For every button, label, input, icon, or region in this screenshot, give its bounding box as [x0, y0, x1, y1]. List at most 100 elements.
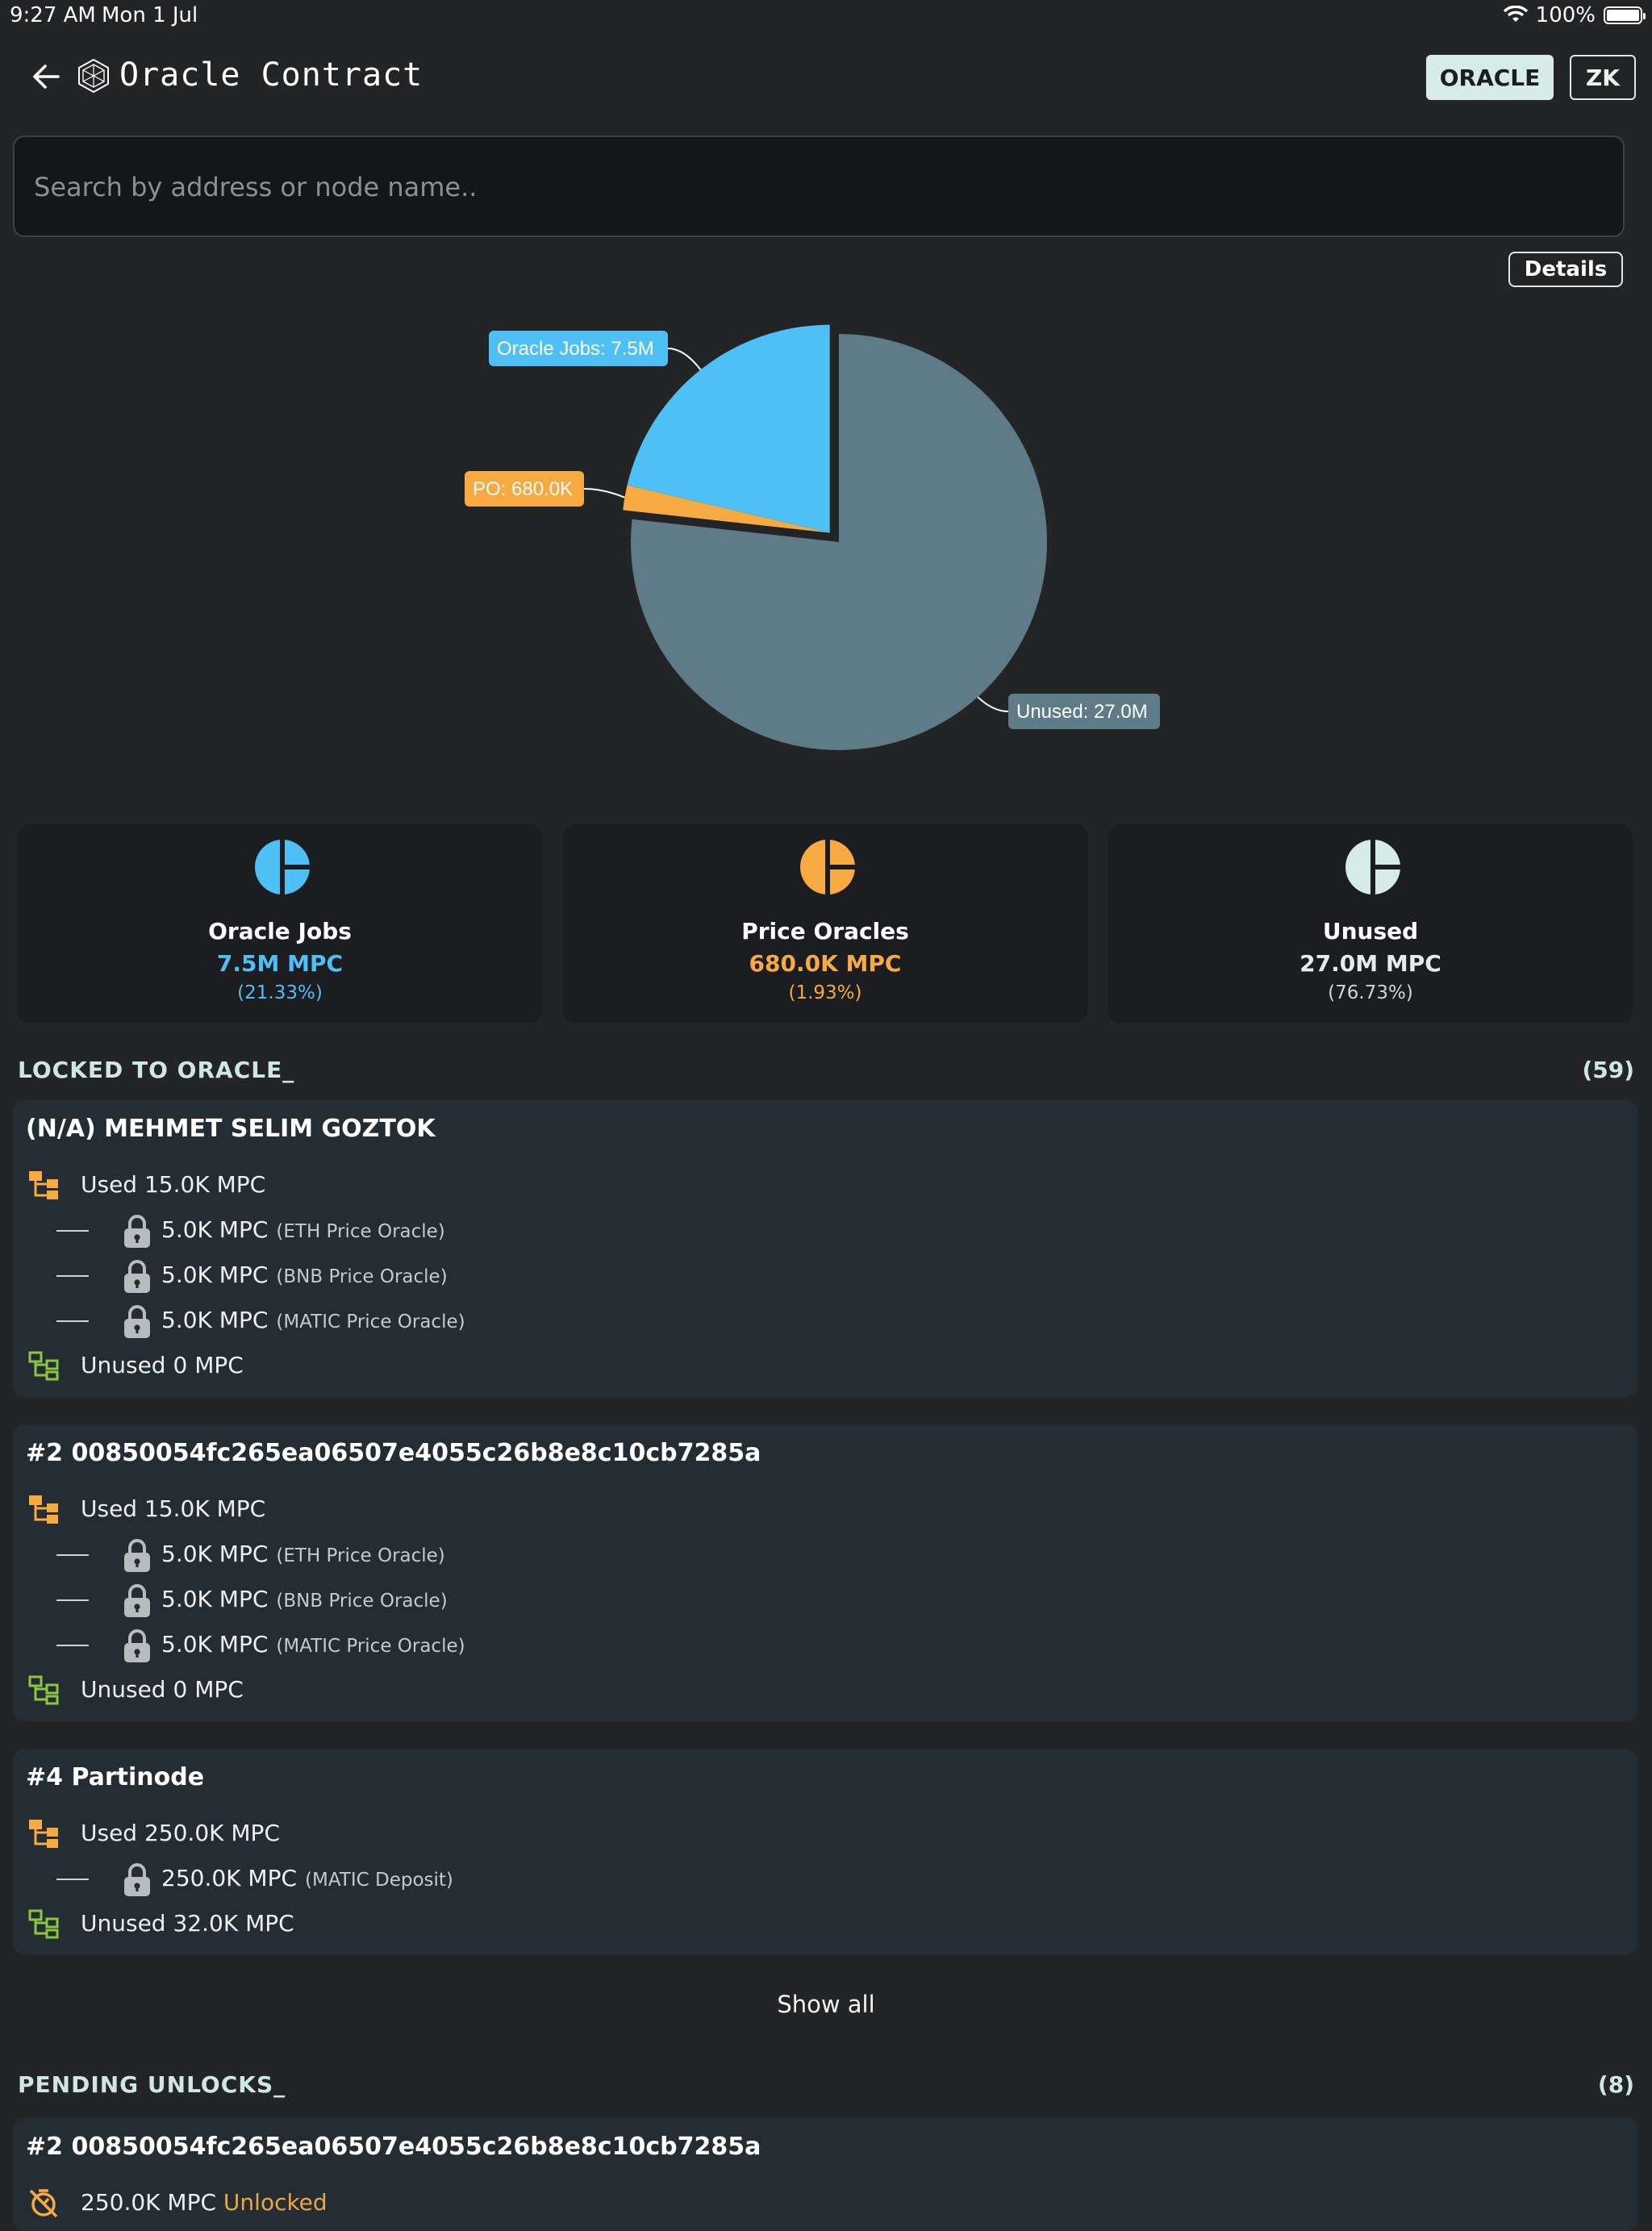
lock-label: (BNB Price Oracle): [276, 1266, 448, 1287]
unused-amount: Unused 32.0K MPC: [81, 1910, 294, 1937]
oracle-logo-icon: [78, 58, 109, 94]
node-card[interactable]: #2 00850054fc265ea06507e4055c26b8e8c10cb…: [13, 1424, 1637, 1721]
pie-slice-icon: [1345, 840, 1400, 894]
stat-percent: (21.33%): [237, 982, 323, 1003]
callout-line: [667, 348, 702, 371]
pie-slice-po: [623, 485, 830, 533]
lock-item: 5.0K MPC (MATIC Price Oracle): [13, 1624, 1637, 1665]
stat-value: 27.0M MPC: [1299, 950, 1441, 977]
lock-label: (BNB Price Oracle): [276, 1591, 448, 1612]
unused-amount: Unused 0 MPC: [81, 1352, 244, 1378]
pending-count: (8): [1597, 2071, 1634, 2098]
lock-label: (MATIC Price Oracle): [276, 1311, 465, 1332]
lock-item: 5.0K MPC (ETH Price Oracle): [13, 1534, 1637, 1574]
status-time: 9:27 AM: [10, 3, 96, 27]
used-amount: Used 15.0K MPC: [81, 1171, 266, 1198]
lock-icon: [123, 1539, 152, 1573]
lock-amount: 5.0K MPC: [161, 1541, 269, 1567]
lock-item: 250.0K MPC (MATIC Deposit): [13, 1858, 1637, 1899]
pending-section-heading: PENDING UNLOCKS_: [18, 2071, 286, 2098]
lock-icon: [123, 1215, 152, 1249]
unlocking-timer-icon: [29, 2189, 58, 2218]
tree-connector: [56, 1554, 89, 1556]
used-row: Used 15.0K MPC: [13, 1165, 1637, 1205]
back-arrow-icon[interactable]: [29, 60, 63, 94]
data-label: Oracle Jobs: 7.5M: [497, 338, 654, 360]
status-date: Mon 1 Jul: [102, 3, 198, 27]
used-amount: Used 250.0K MPC: [81, 1820, 280, 1846]
lock-icon: [123, 1863, 152, 1897]
tab-oracle[interactable]: ORACLE: [1426, 55, 1554, 100]
data-label-box: [465, 471, 584, 507]
used-tree-icon: [27, 1494, 60, 1524]
status-right: 100%: [1503, 3, 1646, 27]
battery-icon: [1604, 6, 1646, 24]
lock-item: 5.0K MPC (MATIC Price Oracle): [13, 1300, 1637, 1341]
pie-slice-oracle-jobs: [627, 324, 830, 533]
pie-slice-icon: [255, 840, 310, 894]
pie-slice-unused: [630, 334, 1047, 750]
locked-section-heading: LOCKED TO ORACLE_: [18, 1057, 295, 1083]
unused-tree-icon: [28, 1351, 59, 1381]
lock-amount: 5.0K MPC: [161, 1261, 269, 1288]
stat-oracle-jobs: Oracle Jobs 7.5M MPC (21.33%): [18, 824, 542, 1023]
tree-connector: [56, 1320, 89, 1322]
show-all-button[interactable]: Show all: [777, 1991, 875, 2018]
search-box: [13, 136, 1625, 237]
lock-icon: [123, 1629, 152, 1663]
stat-percent: (1.93%): [788, 982, 862, 1003]
stat-label: Price Oracles: [741, 918, 909, 945]
app-header: Oracle Contract ORACLE ZK: [0, 45, 1652, 110]
callout-line: [583, 488, 625, 498]
tree-connector: [56, 1230, 89, 1232]
lock-item: 5.0K MPC (ETH Price Oracle): [13, 1210, 1637, 1250]
data-label: Unused: 27.0M: [1016, 701, 1148, 723]
stat-unused: Unused 27.0M MPC (76.73%): [1108, 824, 1633, 1023]
pending-amount: 250.0K MPC: [81, 2189, 217, 2216]
stat-price-oracles: Price Oracles 680.0K MPC (1.93%): [563, 824, 1087, 1023]
details-button[interactable]: Details: [1508, 252, 1623, 287]
lock-icon: [123, 1305, 152, 1339]
status-bar: 9:27 AM Mon 1 Jul 100%: [0, 0, 1652, 32]
node-title: #4 Partinode: [26, 1763, 205, 1791]
lock-item: 5.0K MPC (BNB Price Oracle): [13, 1579, 1637, 1620]
callout-line: [977, 696, 1009, 712]
locked-count: (59): [1582, 1057, 1634, 1083]
lock-amount: 5.0K MPC: [161, 1307, 269, 1333]
data-label-box: [1008, 694, 1160, 729]
used-row: Used 15.0K MPC: [13, 1489, 1637, 1529]
page-title: Oracle Contract: [119, 56, 423, 94]
lock-label: (MATIC Price Oracle): [276, 1636, 465, 1657]
stat-label: Unused: [1322, 918, 1419, 945]
pending-row: 250.0K MPC Unlocked: [13, 2183, 1637, 2223]
node-card[interactable]: (N/A) MEHMET SELIM GOZTOK Used 15.0K MPC…: [13, 1100, 1637, 1397]
lock-amount: 5.0K MPC: [161, 1586, 269, 1612]
unused-row: Unused 0 MPC: [13, 1345, 1637, 1386]
unused-tree-icon: [28, 1909, 59, 1939]
used-tree-icon: [27, 1170, 60, 1200]
tree-connector: [56, 1599, 89, 1601]
data-label: PO: 680.0K: [473, 478, 573, 500]
node-title: #2 00850054fc265ea06507e4055c26b8e8c10cb…: [26, 1439, 761, 1467]
search-input[interactable]: [32, 137, 1568, 237]
unused-row: Unused 0 MPC: [13, 1670, 1637, 1710]
unused-tree-icon: [28, 1675, 59, 1705]
unused-row: Unused 32.0K MPC: [13, 1904, 1637, 1944]
node-title: (N/A) MEHMET SELIM GOZTOK: [26, 1115, 436, 1143]
stats-row: Oracle Jobs 7.5M MPC (21.33%) Price Orac…: [18, 824, 1636, 1023]
tree-connector: [56, 1879, 89, 1880]
battery-percent: 100%: [1535, 3, 1596, 27]
stat-label: Oracle Jobs: [208, 918, 352, 945]
tab-zk[interactable]: ZK: [1570, 55, 1636, 100]
pending-card[interactable]: #2 00850054fc265ea06507e4055c26b8e8c10cb…: [13, 2118, 1637, 2231]
node-card[interactable]: #4 Partinode Used 250.0K MPC 250.0K MPC (…: [13, 1749, 1637, 1955]
lock-label: (ETH Price Oracle): [276, 1221, 445, 1242]
lock-label: (ETH Price Oracle): [276, 1545, 445, 1566]
tree-connector: [56, 1645, 89, 1646]
wifi-icon: [1503, 6, 1528, 22]
pie-slice-icon: [800, 840, 855, 894]
lock-label: (MATIC Deposit): [305, 1870, 453, 1891]
lock-icon: [123, 1260, 152, 1294]
stat-value: 7.5M MPC: [216, 950, 344, 977]
lock-item: 5.0K MPC (BNB Price Oracle): [13, 1255, 1637, 1295]
